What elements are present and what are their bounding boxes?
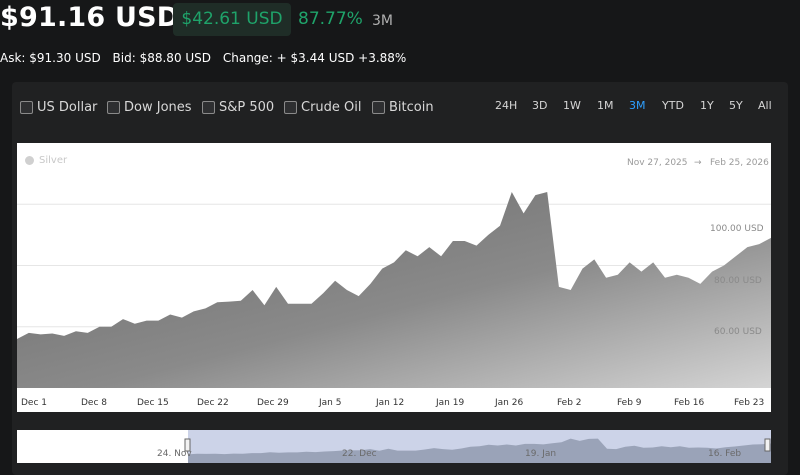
- navigator-series: [188, 438, 771, 463]
- date-range-end: Feb 25, 2026: [710, 158, 769, 168]
- range-1y-button[interactable]: 1Y: [700, 99, 714, 112]
- x-tick-label: Jan 26: [495, 398, 524, 408]
- chart-controls: US Dollar Dow Jones S&P 500 Crude Oil Bi…: [12, 82, 788, 134]
- x-axis: [17, 388, 771, 412]
- x-tick-label: Jan 5: [319, 398, 342, 408]
- ask-price: Ask: $91.30 USD: [0, 51, 101, 65]
- compare-label: Crude Oil: [301, 99, 362, 115]
- change-percent: 87.77%: [298, 9, 363, 29]
- x-tick-label: Feb 16: [674, 398, 705, 408]
- compare-label: S&P 500: [219, 99, 275, 115]
- y-tick-label: 100.00 USD: [710, 224, 764, 234]
- compare-bitcoin[interactable]: Bitcoin: [372, 98, 434, 116]
- navigator-label: 24. Nov: [157, 449, 192, 459]
- chart-legend[interactable]: Silver: [25, 155, 67, 166]
- compare-sp-500[interactable]: S&P 500: [202, 98, 274, 116]
- navigator-label: 19. Jan: [525, 449, 557, 459]
- x-tick-label: Dec 15: [137, 398, 169, 408]
- price-chart[interactable]: [17, 143, 771, 388]
- bid-price: Bid: $88.80 USD: [112, 51, 212, 65]
- legend-label: Silver: [39, 155, 68, 166]
- date-range-start: Nov 27, 2025: [627, 158, 688, 168]
- x-tick-label: Jan 12: [376, 398, 405, 408]
- y-tick-label: 80.00 USD: [714, 276, 762, 286]
- compare-label: Bitcoin: [389, 99, 434, 115]
- x-tick-label: Dec 8: [81, 398, 108, 408]
- checkbox-icon[interactable]: [20, 100, 33, 114]
- x-tick-label: Feb 23: [734, 398, 765, 408]
- navigator-label: 22. Dec: [342, 449, 377, 459]
- x-tick-label: Feb 9: [617, 398, 642, 408]
- x-tick-label: Dec 29: [257, 398, 289, 408]
- range-ytd-button[interactable]: YTD: [662, 99, 684, 112]
- y-tick-label: 60.00 USD: [714, 327, 762, 337]
- compare-dow-jones[interactable]: Dow Jones: [107, 98, 192, 116]
- checkbox-icon[interactable]: [202, 100, 215, 114]
- compare-label: US Dollar: [37, 99, 98, 115]
- navigator-svg: [184, 430, 771, 463]
- legend-dot-icon: [25, 156, 34, 165]
- price-area-series: [17, 192, 771, 388]
- date-range-separator: →: [694, 158, 702, 168]
- navigator-left-handle[interactable]: [184, 438, 191, 452]
- selected-range-tag: 3M: [372, 13, 393, 29]
- x-tick-label: Dec 1: [21, 398, 48, 408]
- range-3d-button[interactable]: 3D: [532, 99, 548, 112]
- daily-change: Change: + $3.44 USD +3.88%: [222, 51, 407, 65]
- range-24h-button[interactable]: 24H: [495, 99, 518, 112]
- checkbox-icon[interactable]: [284, 100, 297, 114]
- checkbox-icon[interactable]: [107, 100, 120, 114]
- change-amount-badge: $42.61 USD: [173, 3, 291, 36]
- current-price: $91.16 USD: [0, 2, 180, 33]
- quote-line: Ask: $91.30 USD Bid: $88.80 USD Change: …: [0, 51, 414, 65]
- x-tick-label: Dec 22: [197, 398, 229, 408]
- compare-label: Dow Jones: [124, 99, 192, 115]
- checkbox-icon[interactable]: [372, 100, 385, 114]
- range-5y-button[interactable]: 5Y: [729, 99, 743, 112]
- range-3m-button[interactable]: 3M: [629, 99, 646, 112]
- compare-us-dollar[interactable]: US Dollar: [20, 98, 97, 116]
- range-all-button[interactable]: All: [758, 99, 772, 112]
- range-navigator[interactable]: [17, 430, 771, 463]
- navigator-label: 16. Feb: [708, 449, 742, 459]
- price-chart-svg: [17, 192, 771, 388]
- range-1w-button[interactable]: 1W: [563, 99, 581, 112]
- x-tick-label: Feb 2: [557, 398, 582, 408]
- price-header: $91.16 USD $42.61 USD 87.77% 3M: [0, 0, 800, 40]
- navigator-right-handle[interactable]: [764, 438, 771, 452]
- range-1m-button[interactable]: 1M: [597, 99, 614, 112]
- x-tick-label: Jan 19: [436, 398, 465, 408]
- compare-crude-oil[interactable]: Crude Oil: [284, 98, 362, 116]
